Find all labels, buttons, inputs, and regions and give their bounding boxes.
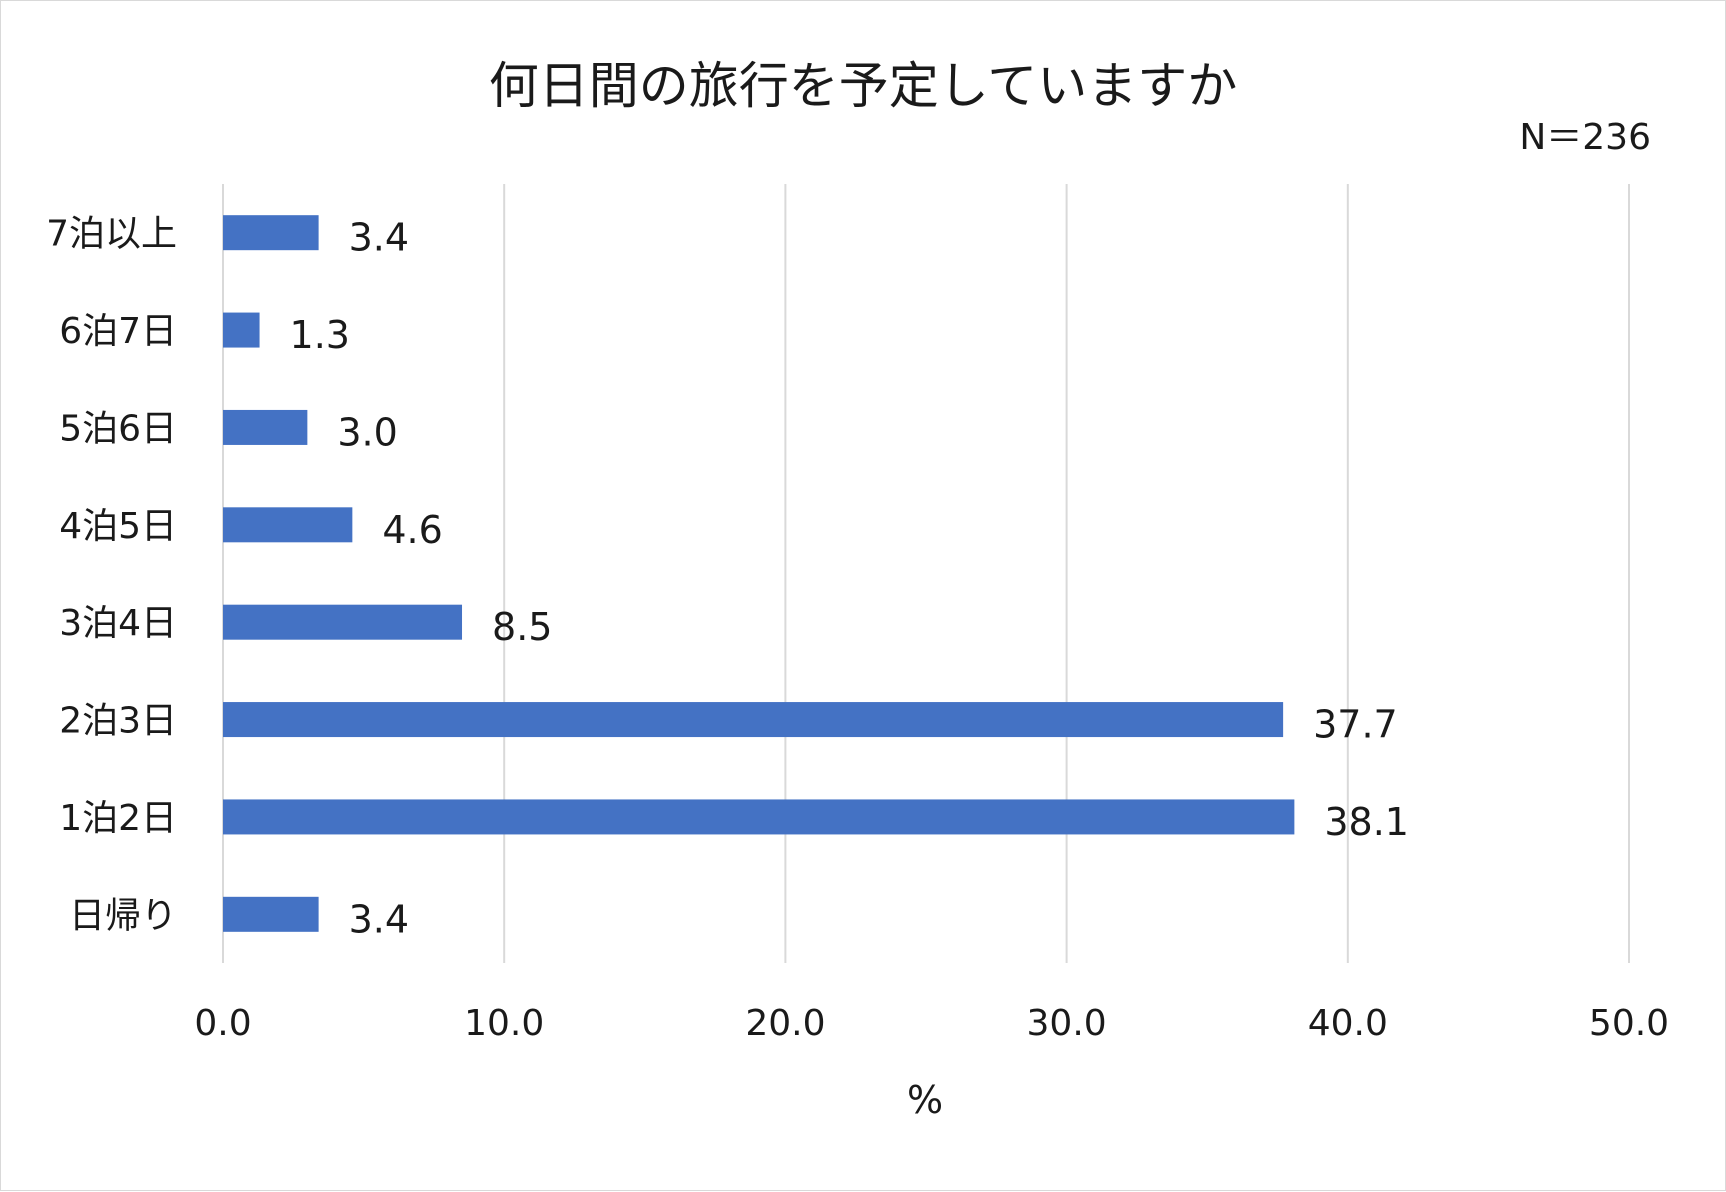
data-labels: 3.4 1.3 3.0 4.6 8.5 37.7 38.1 3.4 — [290, 216, 1409, 942]
x-tick-label: 30.0 — [1027, 1003, 1107, 1044]
bar — [223, 896, 319, 932]
bar — [223, 215, 319, 251]
bar — [223, 409, 308, 445]
data-label: 3.0 — [337, 410, 397, 454]
category-label: 3泊4日 — [59, 603, 177, 644]
category-label: 7泊以上 — [46, 214, 177, 255]
gridlines — [222, 184, 1630, 963]
data-label: 4.6 — [382, 508, 442, 552]
bar — [223, 799, 1295, 835]
x-tick-label: 50.0 — [1589, 1003, 1669, 1044]
bar — [223, 702, 1284, 738]
data-label: 3.4 — [349, 216, 409, 260]
bar — [223, 604, 463, 640]
category-label: 6泊7日 — [59, 311, 177, 352]
data-label: 37.7 — [1313, 703, 1398, 747]
category-label: 5泊6日 — [59, 408, 177, 449]
category-label: 1泊2日 — [59, 798, 177, 839]
x-tick-label: 20.0 — [745, 1003, 825, 1044]
x-tick-label: 0.0 — [194, 1003, 251, 1044]
bar — [223, 507, 353, 543]
category-label: 4泊5日 — [59, 506, 177, 547]
data-label: 1.3 — [290, 313, 350, 357]
bar — [223, 312, 260, 348]
data-label: 38.1 — [1324, 800, 1409, 844]
x-tick-labels: 0.0 10.0 20.0 30.0 40.0 50.0 — [194, 1003, 1669, 1044]
sample-size-note: N＝236 — [1519, 117, 1651, 158]
category-label: 2泊3日 — [59, 701, 177, 742]
chart-title: 何日間の旅行を予定していますか — [489, 57, 1238, 115]
data-label: 3.4 — [349, 897, 409, 941]
data-label: 8.5 — [492, 605, 552, 649]
x-tick-label: 40.0 — [1308, 1003, 1388, 1044]
x-axis-label: % — [907, 1078, 943, 1122]
bars — [223, 215, 1295, 932]
x-tick-label: 10.0 — [464, 1003, 544, 1044]
category-label: 日帰り — [69, 895, 177, 936]
